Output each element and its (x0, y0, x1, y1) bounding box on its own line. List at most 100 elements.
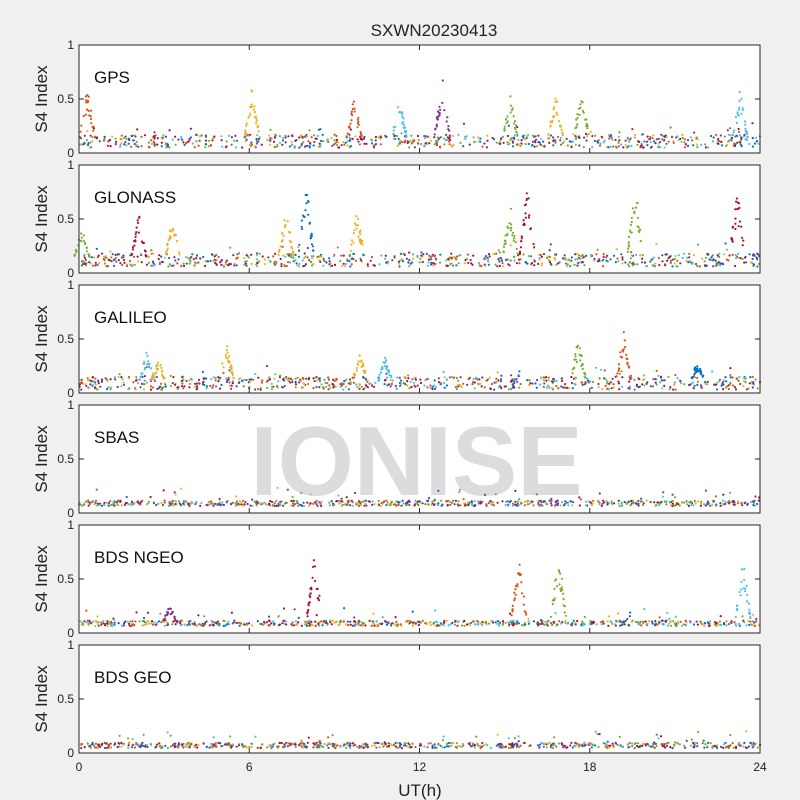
data-point (131, 738, 134, 741)
data-point (382, 361, 385, 364)
data-point (523, 610, 526, 613)
data-point (328, 501, 331, 504)
data-point (470, 500, 473, 503)
data-point (311, 623, 314, 627)
data-point (88, 621, 91, 624)
data-point (337, 146, 340, 149)
data-point (347, 388, 351, 391)
data-point (197, 744, 200, 747)
data-point (259, 388, 262, 391)
data-point (656, 501, 659, 504)
data-point (471, 263, 474, 266)
data-point (351, 257, 354, 260)
data-point (550, 502, 553, 505)
data-point (280, 500, 283, 503)
data-point (746, 503, 749, 506)
data-point (477, 382, 480, 385)
data-point (218, 497, 221, 501)
data-point (102, 139, 106, 142)
data-point (307, 603, 310, 606)
data-point (545, 502, 548, 505)
data-point (272, 620, 275, 623)
data-point (477, 136, 480, 139)
data-point (654, 622, 657, 625)
data-point (726, 385, 729, 388)
data-point (342, 262, 345, 265)
data-point (520, 502, 523, 505)
data-point (106, 144, 110, 147)
data-point (222, 744, 225, 747)
data-point (91, 376, 94, 379)
data-point (120, 745, 123, 748)
data-point (372, 146, 376, 149)
data-point (427, 503, 430, 506)
data-point (731, 376, 734, 379)
data-point (342, 254, 345, 257)
data-point (617, 142, 620, 145)
data-point (151, 620, 154, 623)
data-point (741, 236, 744, 239)
data-point (690, 376, 694, 379)
data-point (745, 584, 748, 588)
data-point (200, 501, 203, 505)
data-point (601, 502, 604, 505)
data-point (226, 351, 229, 354)
data-point (516, 252, 519, 255)
data-point (389, 504, 392, 507)
data-point (519, 144, 522, 147)
data-point (132, 381, 135, 384)
data-point (615, 248, 618, 251)
data-point (490, 503, 493, 506)
data-point (417, 620, 420, 624)
data-point (93, 746, 97, 749)
data-point (104, 377, 107, 380)
data-point (256, 261, 259, 264)
data-point (346, 624, 350, 627)
data-point (509, 95, 512, 98)
data-point (166, 731, 169, 734)
data-point (743, 261, 746, 264)
data-point (718, 620, 722, 623)
data-point (730, 237, 733, 240)
data-point (311, 576, 314, 579)
data-point (406, 384, 409, 387)
data-point (174, 143, 177, 146)
data-point (623, 339, 626, 342)
data-point (297, 616, 300, 620)
data-point (606, 620, 609, 623)
data-point (725, 620, 728, 623)
data-point (484, 255, 488, 258)
data-point (197, 261, 200, 264)
data-point (362, 622, 366, 625)
data-point (205, 385, 208, 388)
data-point (533, 260, 536, 263)
data-point (150, 249, 153, 252)
data-point (734, 227, 737, 231)
data-point (445, 619, 448, 622)
data-point (375, 620, 378, 623)
data-point (661, 138, 664, 141)
data-point (536, 145, 539, 148)
data-point (126, 620, 129, 623)
data-point (657, 256, 661, 260)
data-point (505, 258, 508, 261)
data-point (270, 387, 273, 391)
data-point (519, 240, 523, 243)
data-point (207, 145, 210, 148)
data-point (726, 129, 729, 132)
data-point (311, 245, 314, 248)
data-point (107, 504, 110, 507)
data-point (646, 742, 649, 746)
data-point (371, 503, 374, 506)
data-point (485, 743, 488, 746)
data-point (98, 140, 101, 143)
data-point (582, 624, 585, 627)
data-point (230, 364, 233, 367)
data-point (741, 107, 744, 110)
data-point (164, 385, 167, 388)
data-point (445, 745, 448, 748)
data-point (355, 215, 358, 218)
data-point (721, 382, 724, 385)
data-point (679, 262, 682, 265)
data-point (536, 744, 540, 747)
